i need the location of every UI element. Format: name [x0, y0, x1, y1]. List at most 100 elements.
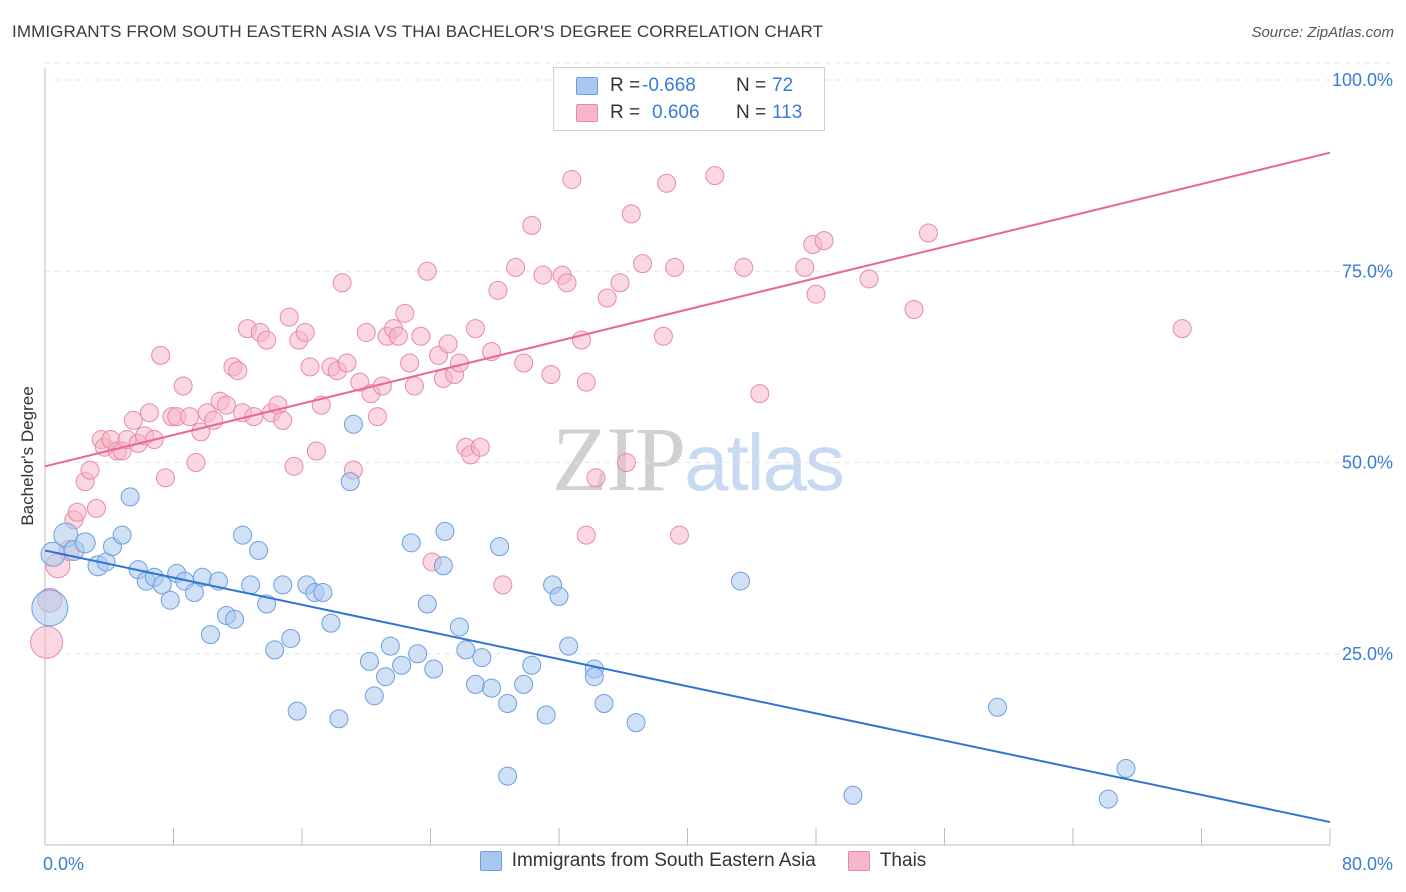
chart-title: IMMIGRANTS FROM SOUTH EASTERN ASIA VS TH…	[12, 22, 824, 41]
correlation-legend: R = -0.668 N = 72 R = 0.606 N = 113	[553, 67, 825, 131]
thai-point	[67, 502, 87, 522]
thai-point	[180, 407, 200, 427]
sea-point	[273, 575, 293, 595]
thai-point	[750, 384, 770, 404]
thai-point	[155, 468, 175, 488]
sea-point	[281, 628, 301, 648]
legend-n-label: N =	[736, 102, 767, 123]
thai-point	[470, 437, 490, 457]
legend-swatch-pink	[576, 104, 598, 122]
sea-point	[594, 693, 614, 713]
thai-point	[488, 280, 508, 300]
sea-point	[843, 785, 863, 805]
sea-point	[321, 613, 341, 633]
thai-point	[597, 288, 617, 308]
legend-swatch-blue	[576, 77, 598, 95]
sea-point	[249, 540, 269, 560]
sea-point	[549, 586, 569, 606]
thai-point	[806, 284, 826, 304]
sea-point	[31, 589, 69, 627]
sea-point	[465, 674, 485, 694]
thai-point	[669, 525, 689, 545]
thai-point	[123, 410, 143, 430]
sea-point	[490, 537, 510, 557]
thai-point	[576, 372, 596, 392]
sea-point	[1098, 789, 1118, 809]
legend-r-label: R =	[610, 75, 641, 96]
y-tick-label: 75.0%	[1342, 261, 1393, 281]
legend-n-label: N =	[736, 75, 767, 96]
legend-r-value: 0.606	[652, 102, 700, 123]
sea-point	[435, 521, 455, 541]
series-legend: Immigrants from South Eastern Asia Thais	[0, 850, 1406, 872]
sea-point	[472, 648, 492, 668]
thai-point	[438, 334, 458, 354]
sea-point	[287, 701, 307, 721]
sea-point	[112, 525, 132, 545]
thai-point	[633, 254, 653, 274]
legend-r-value: -0.668	[642, 75, 696, 96]
legend-swatch-thais	[847, 851, 870, 871]
legend-item-thais: Thais	[847, 850, 927, 872]
y-tick-label: 50.0%	[1342, 453, 1393, 473]
sea-point	[482, 678, 502, 698]
thai-point	[859, 269, 879, 289]
thai-point	[586, 468, 606, 488]
sea-point	[498, 766, 518, 786]
sea-point	[74, 532, 96, 554]
thai-point	[465, 319, 485, 339]
thai-point	[610, 273, 630, 293]
sea-point	[584, 667, 604, 687]
sea-point	[184, 583, 204, 603]
thai-point	[653, 326, 673, 346]
thai-point	[665, 257, 685, 277]
sea-point	[225, 609, 245, 629]
thai-point	[493, 575, 513, 595]
legend-n-value: 72	[772, 75, 794, 96]
thai-point	[621, 204, 641, 224]
sea-point	[401, 533, 421, 553]
sea-point	[343, 414, 363, 434]
thai-point	[300, 357, 320, 377]
sea-point	[359, 651, 379, 671]
thai-point	[395, 303, 415, 323]
sea-point	[392, 655, 412, 675]
legend-n-value: 113	[772, 102, 803, 123]
thai-point	[337, 353, 357, 373]
sea-point	[514, 674, 534, 694]
thai-point	[417, 261, 437, 281]
thai-point	[217, 395, 237, 415]
thai-point	[904, 300, 924, 319]
thai-point	[295, 322, 315, 342]
sea-point	[522, 655, 542, 675]
thai-point	[411, 326, 431, 346]
y-tick-label: 100.0%	[1332, 70, 1393, 90]
sea-point	[498, 693, 518, 713]
thai-point	[356, 322, 376, 342]
thai-trend-line	[44, 151, 1331, 468]
thai-point	[657, 173, 677, 193]
thai-point	[273, 410, 293, 430]
thai-point	[522, 215, 542, 235]
thai-point	[541, 365, 561, 385]
legend-item-sea: Immigrants from South Eastern Asia	[479, 850, 816, 872]
sea-point	[313, 583, 333, 603]
thai-point	[350, 372, 370, 392]
thai-point	[576, 525, 596, 545]
thai-point	[279, 307, 299, 327]
y-axis-label: Bachelor's Degree	[18, 386, 37, 526]
thai-point	[404, 376, 424, 396]
thai-point	[795, 257, 815, 277]
thai-point	[562, 169, 582, 189]
sea-point	[241, 575, 261, 595]
source-label: Source: ZipAtlas.com	[1251, 24, 1394, 41]
thai-point	[705, 166, 725, 186]
thai-point	[186, 453, 206, 472]
thai-point	[306, 441, 326, 461]
legend-label-thais: Thais	[879, 850, 927, 871]
thai-point	[734, 257, 754, 277]
thai-point	[139, 403, 159, 423]
sea-point	[559, 636, 579, 656]
legend-swatch-sea	[479, 851, 502, 871]
